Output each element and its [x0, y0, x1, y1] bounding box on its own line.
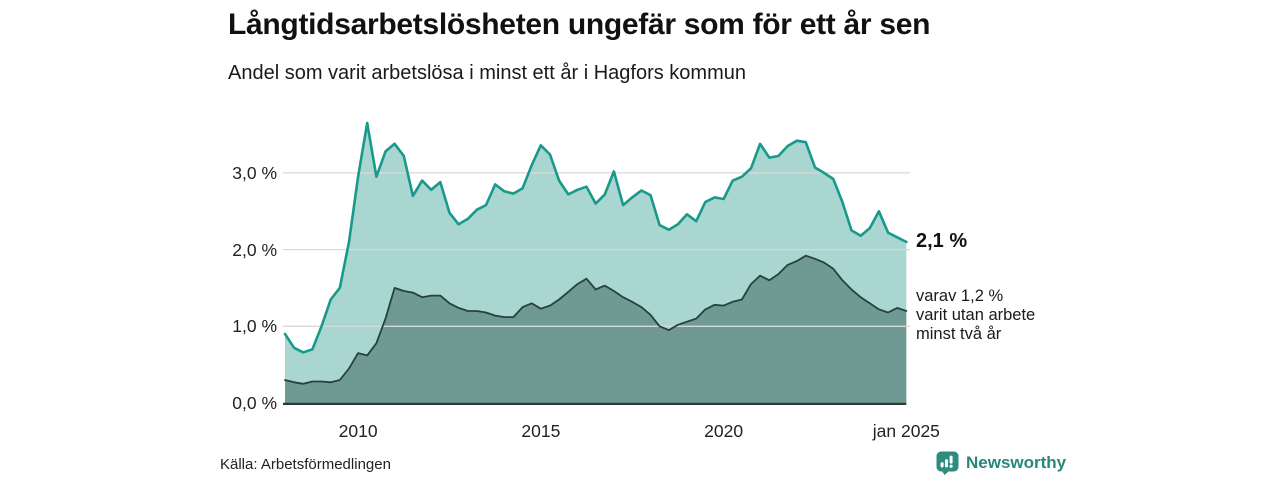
y-tick-label: 0,0 %	[232, 393, 277, 413]
annotation-line: varav 1,2 %	[916, 287, 1004, 305]
x-tick-label: 2010	[338, 421, 378, 441]
series-line-1	[284, 254, 908, 385]
chart-subtitle: Andel som varit arbetslösa i minst ett å…	[228, 62, 746, 84]
newsworthy-brand: Newsworthy	[936, 451, 1066, 475]
y-tick-label: 1,0 %	[232, 316, 277, 337]
page-title: Långtidsarbetslösheten ungefär som för e…	[228, 8, 931, 41]
x-tick-label: jan 2025	[872, 421, 940, 441]
x-tick-label: 2020	[704, 421, 744, 441]
y-tick-label: 2,0 %	[232, 239, 277, 260]
series-line-0	[283, 121, 908, 354]
annotation-line: varit utan arbete	[916, 306, 1036, 324]
source-credit: Källa: Arbetsförmedlingen	[220, 456, 391, 473]
newsworthy-logo-icon	[936, 451, 959, 475]
annotation-line: minst två år	[916, 325, 1002, 343]
latest-two-year-value-label: varav 1,2 % varit utan arbete minst två …	[916, 287, 1035, 344]
newsworthy-brand-name: Newsworthy	[966, 453, 1067, 472]
y-tick-label: 3,0 %	[232, 162, 277, 183]
area-chart-plot	[283, 121, 910, 405]
latest-total-value-label: 2,1 %	[916, 230, 968, 252]
x-tick-label: 2015	[521, 421, 561, 441]
series-fill-1	[285, 255, 907, 403]
